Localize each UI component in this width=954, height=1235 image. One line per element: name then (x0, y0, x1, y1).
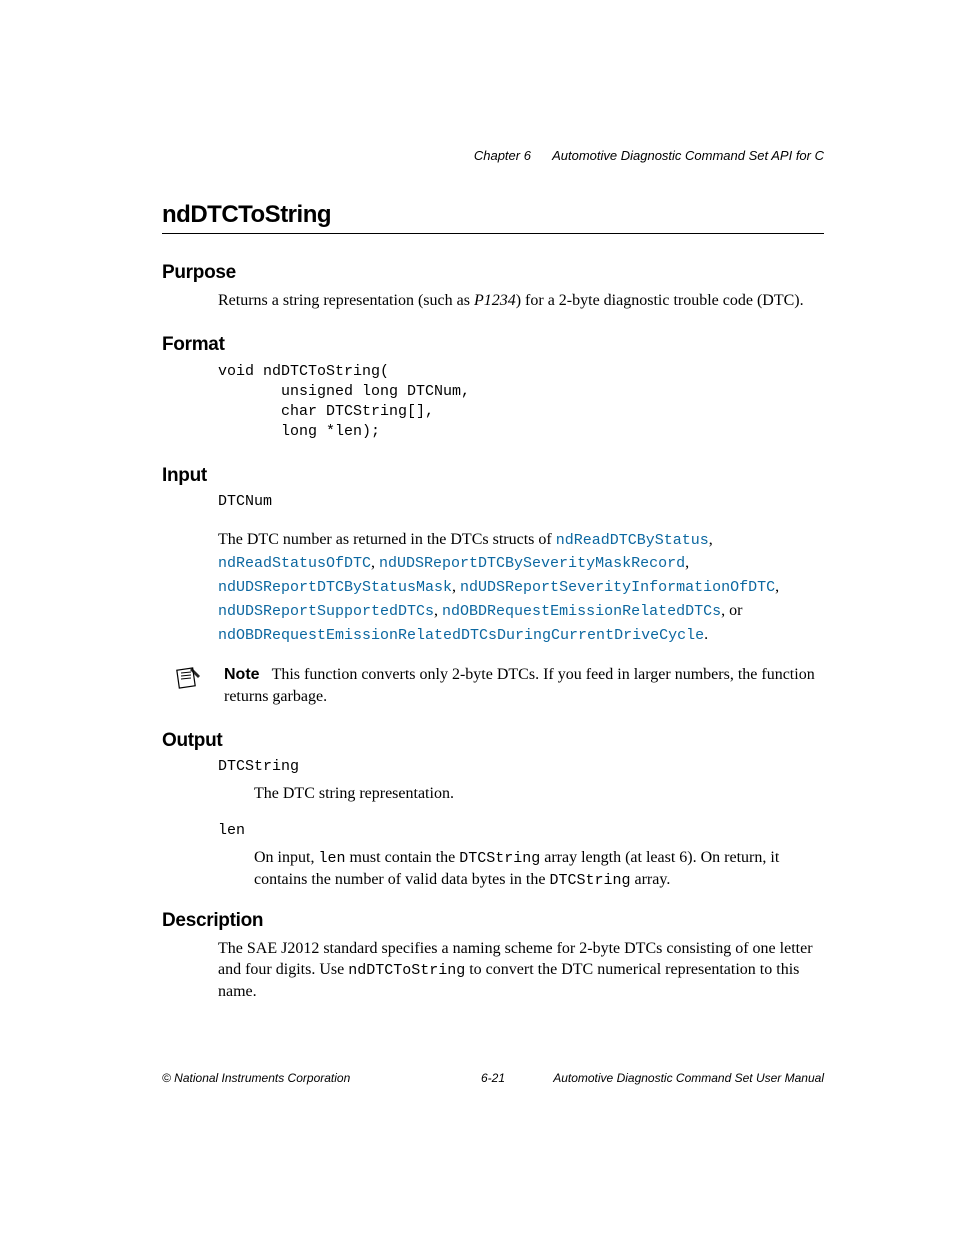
note-block: Note This function converts only 2-byte … (174, 664, 824, 707)
page-footer: © National Instruments Corporation 6-21 … (162, 1071, 824, 1085)
output-desc2-d: array. (631, 871, 671, 888)
section-heading-output: Output (162, 730, 824, 752)
note-label: Note (224, 666, 260, 683)
api-link[interactable]: ndReadStatusOfDTC (218, 555, 371, 572)
chapter-title: Automotive Diagnostic Command Set API fo… (552, 148, 824, 163)
desc-code: ndDTCToString (348, 962, 465, 979)
purpose-text-before: Returns a string representation (such as (218, 292, 474, 309)
api-link[interactable]: ndUDSReportSupportedDTCs (218, 603, 434, 620)
input-param-name: DTCNum (218, 493, 824, 510)
api-link[interactable]: ndOBDRequestEmissionRelatedDTCs (442, 603, 721, 620)
output-desc2-a: On input, (254, 849, 318, 866)
input-intro: The DTC number as returned in the DTCs s… (218, 531, 556, 548)
output-param2: len (218, 822, 824, 839)
section-heading-description: Description (162, 910, 824, 932)
output-desc1: The DTC string representation. (254, 783, 824, 805)
input-description: The DTC number as returned in the DTCs s… (218, 528, 824, 647)
footer-left: © National Instruments Corporation (162, 1071, 350, 1085)
format-code-block: void ndDTCToString( unsigned long DTCNum… (218, 362, 824, 443)
chapter-number: Chapter 6 (474, 148, 531, 163)
input-or: , or (721, 602, 742, 619)
chapter-header: Chapter 6 Automotive Diagnostic Command … (162, 148, 824, 163)
output-desc2: On input, len must contain the DTCString… (254, 847, 824, 892)
purpose-text: Returns a string representation (such as… (218, 290, 824, 312)
document-page: Chapter 6 Automotive Diagnostic Command … (0, 0, 954, 1003)
page-title: ndDTCToString (162, 201, 824, 234)
section-heading-purpose: Purpose (162, 262, 824, 284)
purpose-text-italic: P1234 (474, 292, 516, 309)
note-icon (174, 666, 202, 695)
purpose-text-after: ) for a 2-byte diagnostic trouble code (… (516, 292, 804, 309)
api-link[interactable]: ndReadDTCByStatus (556, 532, 709, 549)
api-link[interactable]: ndUDSReportSeverityInformationOfDTC (460, 579, 775, 596)
note-text: Note This function converts only 2-byte … (224, 664, 824, 707)
output-code3: DTCString (549, 872, 630, 889)
section-heading-format: Format (162, 334, 824, 356)
output-desc2-b: must contain the (345, 849, 459, 866)
api-link[interactable]: ndUDSReportDTCByStatusMask (218, 579, 452, 596)
input-period: . (704, 626, 708, 643)
footer-right: Automotive Diagnostic Command Set User M… (553, 1071, 824, 1085)
section-heading-input: Input (162, 465, 824, 487)
description-text: The SAE J2012 standard specifies a namin… (218, 938, 824, 1003)
output-code2: DTCString (459, 850, 540, 867)
output-param1: DTCString (218, 758, 824, 775)
api-link[interactable]: ndOBDRequestEmissionRelatedDTCsDuringCur… (218, 627, 704, 644)
api-link[interactable]: ndUDSReportDTCBySeverityMaskRecord (379, 555, 685, 572)
footer-page-number: 6-21 (481, 1071, 505, 1085)
output-code1: len (318, 850, 345, 867)
note-body: This function converts only 2-byte DTCs.… (224, 666, 815, 705)
